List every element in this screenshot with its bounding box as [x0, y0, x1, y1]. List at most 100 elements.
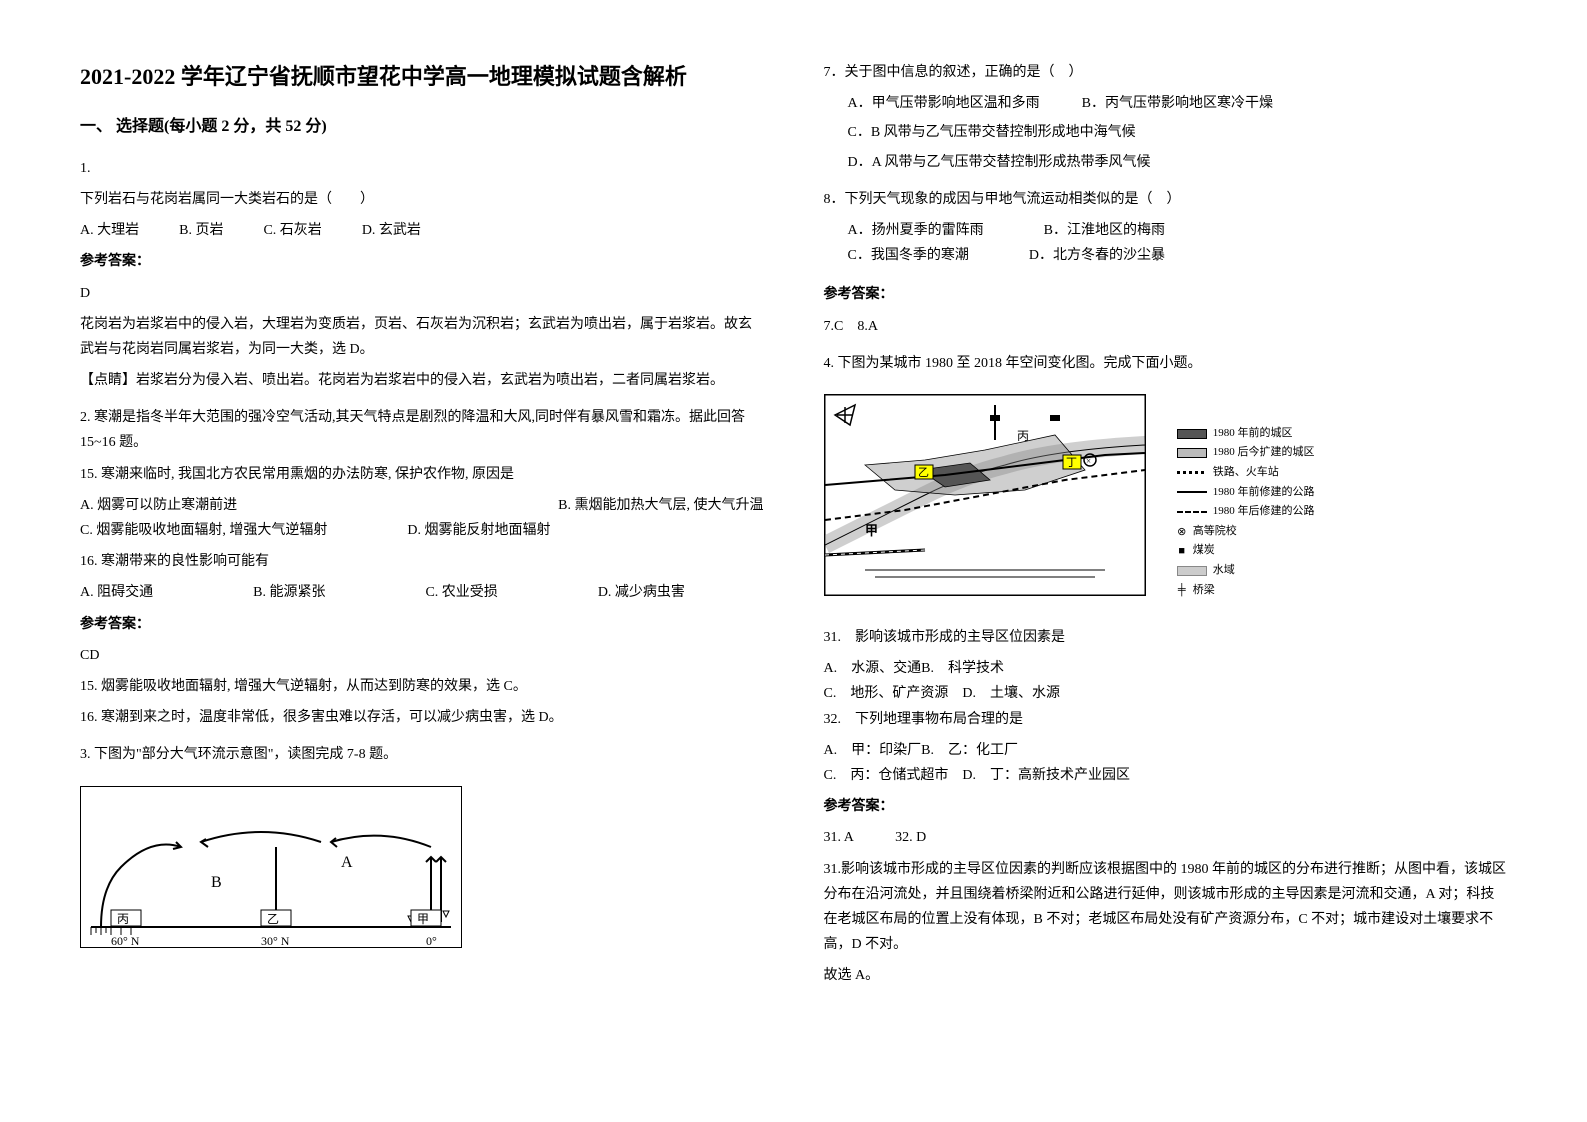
q4-opts31: A. 水源、交通B. 科学技术 C. 地形、矿产资源 D. 土壤、水源 [824, 656, 1508, 706]
opt: C．B 风带与乙气压带交替控制形成地中海气候 [848, 120, 1508, 145]
q-num: 8． [824, 192, 845, 207]
conclude: 故选 A。 [824, 963, 1508, 988]
opt: D．A 风带与乙气压带交替控制形成热带季风气候 [848, 150, 1508, 175]
q-num: 3. [80, 747, 91, 762]
section-heading: 一、 选择题(每小题 2 分，共 52 分) [80, 113, 764, 142]
opt: C. 烟雾能吸收地面辐射, 增强大气逆辐射 [80, 518, 327, 543]
q4-opts32: A. 甲：印染厂B. 乙：化工厂 C. 丙：仓储式超市 D. 丁：高新技术产业园… [824, 738, 1508, 788]
answer-value: 7.C 8.A [824, 314, 1508, 339]
q4-sub32: 32. 下列地理事物布局合理的是 [824, 707, 1508, 732]
opt: D. 减少病虫害 [598, 580, 685, 605]
q-text: 关于图中信息的叙述，正确的是（ ） [845, 65, 1083, 80]
q7-options: A．甲气压带影响地区温和多雨 B．丙气压带影响地区寒冷干燥 C．B 风带与乙气压… [824, 91, 1508, 175]
opt: A．扬州夏季的雷阵雨 [848, 218, 984, 243]
opt-a: A. 大理岩 [80, 218, 139, 243]
left-column: 2021-2022 学年辽宁省抚顺市望花中学高一地理模拟试题含解析 一、 选择题… [80, 60, 764, 1001]
answer-label: 参考答案： [824, 282, 1508, 307]
label-jia: 甲 [417, 912, 429, 926]
q-text: 下图为"部分大气环流示意图"，读图完成 7-8 题。 [94, 747, 397, 762]
q2-opts16: A. 阻碍交通 B. 能源紧张 C. 农业受损 D. 减少病虫害 [80, 580, 764, 605]
opt: B. 科学技术 [921, 661, 1004, 676]
q-text: 下列天气现象的成因与甲地气流运动相类似的是（ ） [845, 192, 1181, 207]
opt: A. 水源、交通 [824, 661, 922, 676]
q8-options: A．扬州夏季的雷阵雨 B．江淮地区的梅雨 C．我国冬季的寒潮 D．北方冬春的沙尘… [824, 218, 1508, 268]
legend-text: 煤炭 [1193, 542, 1215, 560]
opt: A. 阻碍交通 [80, 580, 153, 605]
city-map-diagram: × 乙 丁 丙 甲 1980 年前的城区 1980 后今扩建的城区 铁路、火车站… [824, 394, 1146, 596]
q8-head: 8．下列天气现象的成因与甲地气流运动相类似的是（ ） [824, 187, 1508, 212]
q3-text: 3. 下图为"部分大气环流示意图"，读图完成 7-8 题。 [80, 742, 764, 767]
question-7: 7．关于图中信息的叙述，正确的是（ ） A．甲气压带影响地区温和多雨 B．丙气压… [824, 60, 1508, 175]
question-1: 1. 下列岩石与花岗岩属同一大类岩石的是（ ） A. 大理岩 B. 页岩 C. … [80, 156, 764, 394]
label-bing: 丙 [1017, 429, 1029, 443]
opt-c: C. 石灰岩 [263, 218, 321, 243]
legend-text: 桥梁 [1193, 582, 1215, 600]
explain-31: 31.影响该城市形成的主导区位因素的判断应该根据图中的 1980 年前的城区的分… [824, 857, 1508, 958]
right-column: 7．关于图中信息的叙述，正确的是（ ） A．甲气压带影响地区温和多雨 B．丙气压… [824, 60, 1508, 1001]
answer-label: 参考答案： [80, 612, 764, 637]
opt: D. 烟雾能反射地面辐射 [407, 518, 550, 543]
explain-15: 15. 烟雾能吸收地面辐射, 增强大气逆辐射，从而达到防寒的效果，选 C。 [80, 674, 764, 699]
q4-text: 4. 下图为某城市 1980 至 2018 年空间变化图。完成下面小题。 [824, 351, 1508, 376]
opt: A．甲气压带影响地区温和多雨 B．丙气压带影响地区寒冷干燥 [848, 91, 1508, 116]
answer-label: 参考答案： [80, 249, 764, 274]
q-num: 2. [80, 410, 91, 425]
opt: B. 乙：化工厂 [921, 743, 1018, 758]
question-4: 4. 下图为某城市 1980 至 2018 年空间变化图。完成下面小题。 × [824, 351, 1508, 989]
opt: C. 丙：仓储式超市 [824, 768, 949, 783]
q2-opts15: A. 烟雾可以防止寒潮前进 B. 熏烟能加热大气层, 使大气升温 C. 烟雾能吸… [80, 493, 764, 543]
opt: D. 丁：高新技术产业园区 [962, 768, 1130, 783]
opt-d: D. 玄武岩 [362, 218, 421, 243]
legend-text: 1980 后今扩建的城区 [1213, 444, 1315, 462]
explain-16: 16. 寒潮到来之时，温度非常低，很多害虫难以存活，可以减少病虫害，选 D。 [80, 705, 764, 730]
explain-2: 【点睛】岩浆岩分为侵入岩、喷出岩。花岗岩为岩浆岩中的侵入岩，玄武岩为喷出岩，二者… [80, 368, 764, 393]
xlabel-60: 60° N [111, 934, 140, 947]
opt: C. 地形、矿产资源 [824, 686, 949, 701]
legend-text: 1980 年前的城区 [1213, 425, 1293, 443]
opt-b: B. 页岩 [179, 218, 223, 243]
opt: A. 甲：印染厂 [824, 743, 922, 758]
legend-text: 1980 年前修建的公路 [1213, 484, 1315, 502]
label-A: A [341, 854, 353, 871]
label-bing: 丙 [117, 912, 129, 926]
opt: D．北方冬春的沙尘暴 [1029, 243, 1165, 268]
label-jia: 甲 [865, 523, 878, 538]
opt: D. 土壤、水源 [962, 686, 1060, 701]
xlabel-30: 30° N [261, 934, 290, 947]
opt: C. 农业受损 [425, 580, 497, 605]
q-num: 7． [824, 65, 845, 80]
q-text: 寒潮是指冬半年大范围的强冷空气活动,其天气特点是剧烈的降温和大风,同时伴有暴风雪… [80, 410, 745, 450]
legend-text: 铁路、火车站 [1213, 464, 1279, 482]
opt: A. 烟雾可以防止寒潮前进 [80, 493, 237, 518]
atmosphere-diagram: A B 丙 乙 甲 60° N 30° N 0° [80, 786, 462, 948]
svg-text:×: × [1086, 456, 1091, 466]
q2-sub16: 16. 寒潮带来的良性影响可能有 [80, 549, 764, 574]
legend-text: 1980 年后修建的公路 [1213, 503, 1315, 521]
opt: C．我国冬季的寒潮 [848, 243, 969, 268]
answer-value: 31. A 32. D [824, 825, 1508, 850]
label-B: B [211, 874, 222, 891]
q-text: 下列岩石与花岗岩属同一大类岩石的是（ ） [80, 187, 764, 212]
answer-label: 参考答案： [824, 794, 1508, 819]
answer-value: D [80, 281, 764, 306]
legend-text: 水域 [1213, 562, 1235, 580]
q-num: 4. [824, 356, 835, 371]
legend-text: 高等院校 [1193, 523, 1237, 541]
explain-1: 花岗岩为岩浆岩中的侵入岩，大理岩为变质岩，页岩、石灰岩为沉积岩；玄武岩为喷出岩，… [80, 312, 764, 362]
q4-sub31: 31. 影响该城市形成的主导区位因素是 [824, 625, 1508, 650]
map-legend: 1980 年前的城区 1980 后今扩建的城区 铁路、火车站 1980 年前修建… [1177, 425, 1315, 601]
opt: B. 能源紧张 [253, 580, 325, 605]
question-3: 3. 下图为"部分大气环流示意图"，读图完成 7-8 题。 [80, 742, 764, 968]
q2-intro: 2. 寒潮是指冬半年大范围的强冷空气活动,其天气特点是剧烈的降温和大风,同时伴有… [80, 405, 764, 455]
q1-options: A. 大理岩 B. 页岩 C. 石灰岩 D. 玄武岩 [80, 218, 764, 243]
label-yi: 乙 [267, 912, 279, 926]
q2-sub15: 15. 寒潮来临时, 我国北方农民常用熏烟的办法防寒, 保护农作物, 原因是 [80, 462, 764, 487]
opt: B．江淮地区的梅雨 [1044, 218, 1165, 243]
exam-title: 2021-2022 学年辽宁省抚顺市望花中学高一地理模拟试题含解析 [80, 60, 764, 93]
question-8: 8．下列天气现象的成因与甲地气流运动相类似的是（ ） A．扬州夏季的雷阵雨 B．… [824, 187, 1508, 339]
xlabel-0: 0° [426, 934, 437, 947]
opt: B. 熏烟能加热大气层, 使大气升温 [558, 493, 763, 518]
question-2: 2. 寒潮是指冬半年大范围的强冷空气活动,其天气特点是剧烈的降温和大风,同时伴有… [80, 405, 764, 730]
q-num: 1. [80, 156, 764, 181]
answer-value: CD [80, 643, 764, 668]
